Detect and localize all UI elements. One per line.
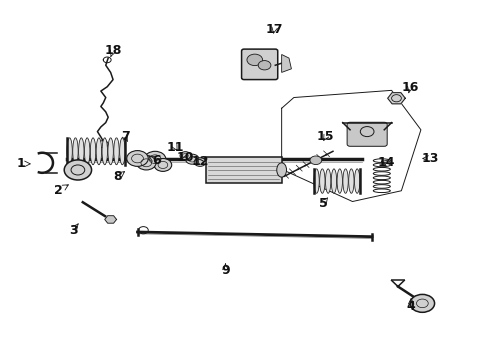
Ellipse shape [314, 169, 319, 193]
Text: 11: 11 [167, 141, 184, 154]
Ellipse shape [114, 138, 119, 165]
Circle shape [310, 156, 322, 165]
Ellipse shape [67, 138, 73, 165]
Ellipse shape [319, 169, 325, 193]
Polygon shape [388, 93, 405, 104]
Text: 9: 9 [221, 264, 230, 277]
Ellipse shape [325, 169, 331, 193]
Polygon shape [282, 54, 292, 72]
FancyBboxPatch shape [347, 122, 387, 146]
Text: 15: 15 [317, 130, 334, 144]
Text: 16: 16 [401, 81, 419, 94]
Text: 18: 18 [104, 44, 122, 57]
Ellipse shape [90, 138, 96, 165]
Ellipse shape [84, 138, 90, 165]
Circle shape [180, 152, 191, 159]
Text: 8: 8 [114, 170, 122, 183]
Text: 3: 3 [69, 224, 77, 237]
Text: 13: 13 [422, 152, 440, 165]
Text: 12: 12 [191, 155, 209, 168]
Circle shape [137, 156, 156, 170]
Text: 1: 1 [17, 157, 25, 170]
Circle shape [145, 151, 166, 167]
Ellipse shape [354, 169, 360, 193]
Ellipse shape [277, 163, 287, 177]
Ellipse shape [78, 138, 84, 165]
Circle shape [127, 150, 148, 166]
Ellipse shape [108, 138, 113, 165]
Text: 2: 2 [54, 184, 63, 197]
Text: 6: 6 [152, 154, 160, 167]
Ellipse shape [343, 169, 348, 193]
Text: 17: 17 [266, 23, 283, 36]
Text: 7: 7 [121, 130, 130, 144]
Circle shape [154, 158, 171, 171]
Ellipse shape [96, 138, 101, 165]
Circle shape [64, 160, 92, 180]
Circle shape [247, 54, 263, 66]
Text: 14: 14 [378, 156, 395, 169]
Ellipse shape [349, 169, 354, 193]
FancyBboxPatch shape [242, 49, 278, 80]
Text: 10: 10 [176, 151, 194, 164]
FancyBboxPatch shape [206, 157, 282, 183]
Circle shape [410, 294, 435, 312]
Ellipse shape [102, 138, 107, 165]
Ellipse shape [337, 169, 343, 193]
Ellipse shape [120, 138, 125, 165]
Text: 4: 4 [407, 300, 416, 313]
Text: 5: 5 [319, 197, 327, 210]
Circle shape [194, 158, 206, 166]
Circle shape [185, 154, 199, 164]
Ellipse shape [73, 138, 78, 165]
Circle shape [258, 60, 271, 70]
Ellipse shape [331, 169, 337, 193]
Polygon shape [105, 216, 117, 223]
